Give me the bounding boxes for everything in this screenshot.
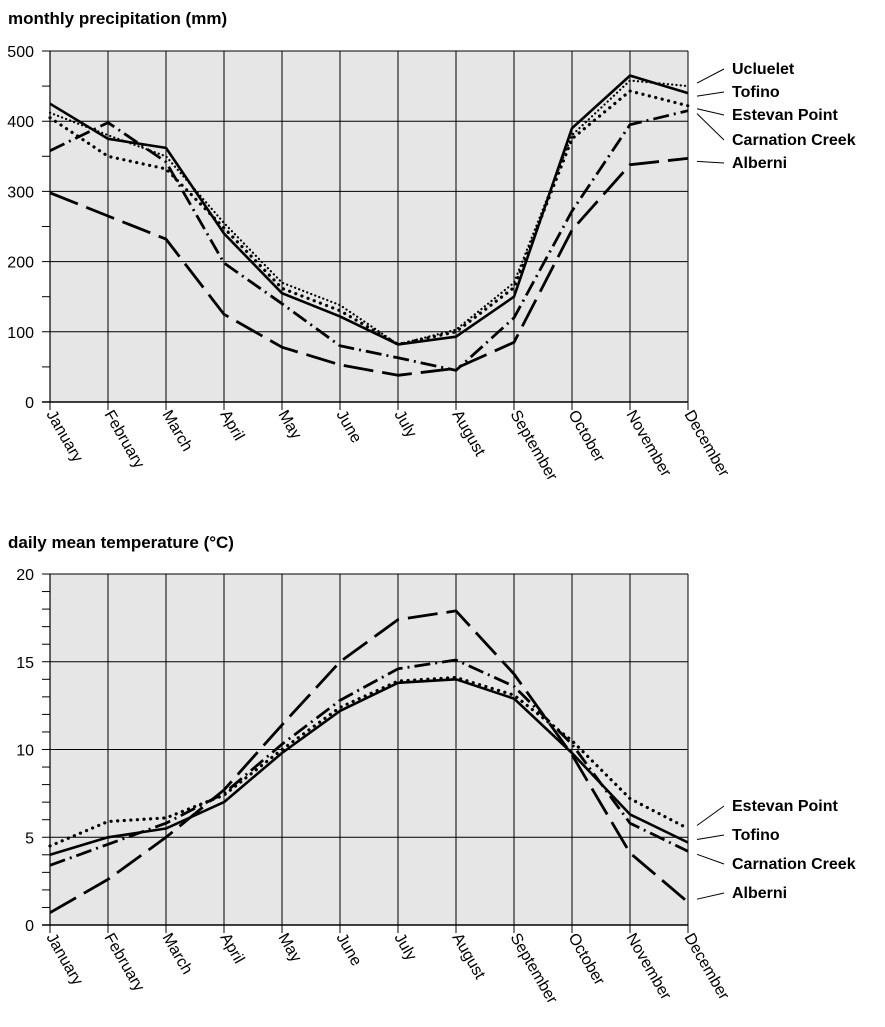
x-tick-label-july: July xyxy=(391,931,420,964)
chart-title: monthly precipitation (mm) xyxy=(8,9,227,28)
x-tick-label-january: January xyxy=(43,408,86,466)
series-line-tofino xyxy=(49,677,689,857)
y-tick-label: 0 xyxy=(25,918,34,935)
legend-label-estevan-point: Estevan Point xyxy=(732,107,838,124)
x-tick-label-june: June xyxy=(333,408,365,447)
series-line-alberni xyxy=(49,609,689,914)
series-line-carnation-creek xyxy=(49,658,689,867)
y-tick-label: 200 xyxy=(7,255,34,272)
x-tick-label-may: May xyxy=(275,408,305,443)
series-line-estevan-point xyxy=(48,675,690,848)
chart-2: daily mean temperature (°C) 0 5 10 15 20 Janua… xyxy=(8,533,856,1007)
series-line-alberni xyxy=(49,157,689,377)
legend-leader-alberni xyxy=(696,160,725,164)
plot-area xyxy=(50,51,688,402)
legend-leader-carnation-creek xyxy=(696,113,725,141)
x-tick-label-march: March xyxy=(159,931,196,978)
x-tick-label-april: April xyxy=(217,408,248,444)
x-tick-label-september: September xyxy=(507,931,561,1008)
legend-leader-estevan-point xyxy=(696,805,725,826)
legend-leader-alberni xyxy=(696,892,725,900)
x-tick-label-october: October xyxy=(565,931,609,989)
legend-label-alberni: Alberni xyxy=(732,155,787,172)
y-tick-label: 500 xyxy=(7,44,34,61)
x-tick-label-november: November xyxy=(623,931,675,1004)
x-tick-label-august: August xyxy=(449,408,489,460)
x-tick-label-july: July xyxy=(391,408,420,441)
legend-leader-tofino xyxy=(696,91,725,97)
legend-leader-carnation-creek xyxy=(696,853,725,865)
y-tick-label: 100 xyxy=(7,325,34,342)
x-tick-label-january: January xyxy=(43,931,86,989)
x-tick-label-september: September xyxy=(507,408,561,485)
chart-title: daily mean temperature (°C) xyxy=(8,533,234,552)
x-tick-label-february: February xyxy=(101,931,148,995)
x-tick-label-june: June xyxy=(333,931,365,970)
y-tick-label: 10 xyxy=(16,743,34,760)
x-tick-label-october: October xyxy=(565,408,609,466)
y-tick-label: 400 xyxy=(7,114,34,131)
series-line-tofino xyxy=(49,74,689,346)
y-tick-label: 300 xyxy=(7,184,34,201)
y-tick-label: 0 xyxy=(25,395,34,412)
x-tick-label-may: May xyxy=(275,931,305,966)
legend-label-carnation-creek: Carnation Creek xyxy=(732,132,856,149)
legend-label-carnation-creek: Carnation Creek xyxy=(732,856,856,873)
x-tick-label-december: December xyxy=(681,408,733,481)
x-tick-label-december: December xyxy=(681,931,733,1004)
legend-label-alberni: Alberni xyxy=(732,885,787,902)
x-tick-label-february: February xyxy=(101,408,148,472)
y-tick-label: 20 xyxy=(16,567,34,584)
x-tick-label-august: August xyxy=(449,931,489,983)
legend-label-tofino: Tofino xyxy=(732,827,780,844)
legend-leader-ucluelet xyxy=(696,68,725,84)
y-tick-label: 5 xyxy=(25,830,34,847)
chart-1: monthly precipitation (mm) 0 100 200 300 400 5… xyxy=(7,9,855,484)
legend-label-tofino: Tofino xyxy=(732,84,780,101)
legend-leader-tofino xyxy=(696,834,725,841)
legend-leader-estevan-point xyxy=(696,108,725,116)
x-tick-label-april: April xyxy=(217,931,248,967)
x-tick-label-november: November xyxy=(623,408,675,481)
legend-label-estevan-point: Estevan Point xyxy=(732,798,838,815)
series-line-carnation-creek xyxy=(49,109,689,372)
legend-label-ucluelet: Ucluelet xyxy=(732,61,795,78)
y-tick-label: 15 xyxy=(16,655,34,672)
series-line-estevan-point xyxy=(48,89,690,346)
x-tick-label-march: March xyxy=(159,408,196,455)
